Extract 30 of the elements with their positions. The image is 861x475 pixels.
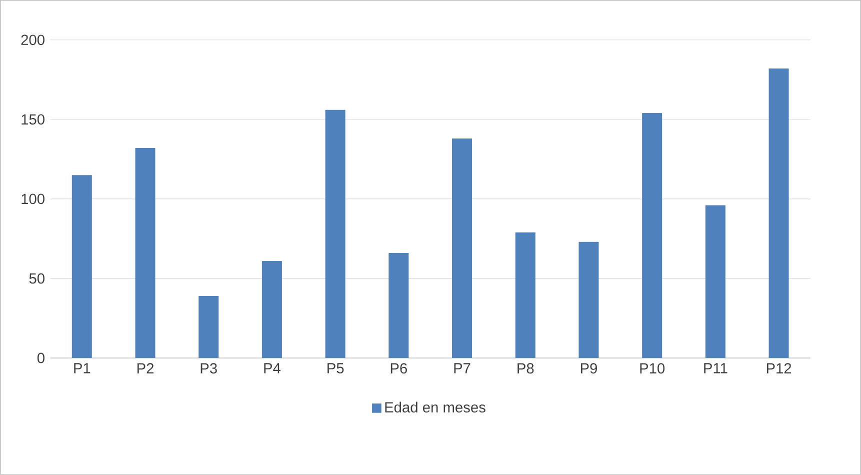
x-tick-label: P9 xyxy=(580,363,597,374)
legend-label: Edad en meses xyxy=(385,402,486,413)
bar xyxy=(642,113,662,358)
y-tick-label: 150 xyxy=(22,114,44,125)
x-tick-label: P8 xyxy=(518,363,534,374)
bar xyxy=(72,175,92,358)
y-tick-label: 50 xyxy=(29,273,44,284)
bar xyxy=(452,138,472,358)
x-tick-label: P1 xyxy=(74,363,90,374)
x-tick-label: P5 xyxy=(328,363,344,374)
x-tick-label: P12 xyxy=(766,363,792,374)
bar xyxy=(135,148,156,358)
bar xyxy=(198,296,219,358)
bar xyxy=(768,68,789,358)
x-tick-label: P3 xyxy=(200,363,217,374)
bar xyxy=(388,253,409,358)
bar xyxy=(578,242,599,358)
x-tick-label: P4 xyxy=(264,363,280,374)
bar xyxy=(515,232,536,358)
x-tick-label: P11 xyxy=(704,363,728,374)
y-tick-label: 0 xyxy=(37,352,44,364)
y-tick-label: 200 xyxy=(21,34,44,46)
x-tick-label: P7 xyxy=(454,363,470,374)
bar xyxy=(262,261,282,358)
y-tick-label: 100 xyxy=(22,194,44,204)
x-tick-label: P2 xyxy=(137,363,154,374)
x-tick-label: P6 xyxy=(390,363,407,374)
bar xyxy=(705,205,726,358)
x-tick-label: P10 xyxy=(640,363,665,374)
bar xyxy=(325,110,346,358)
